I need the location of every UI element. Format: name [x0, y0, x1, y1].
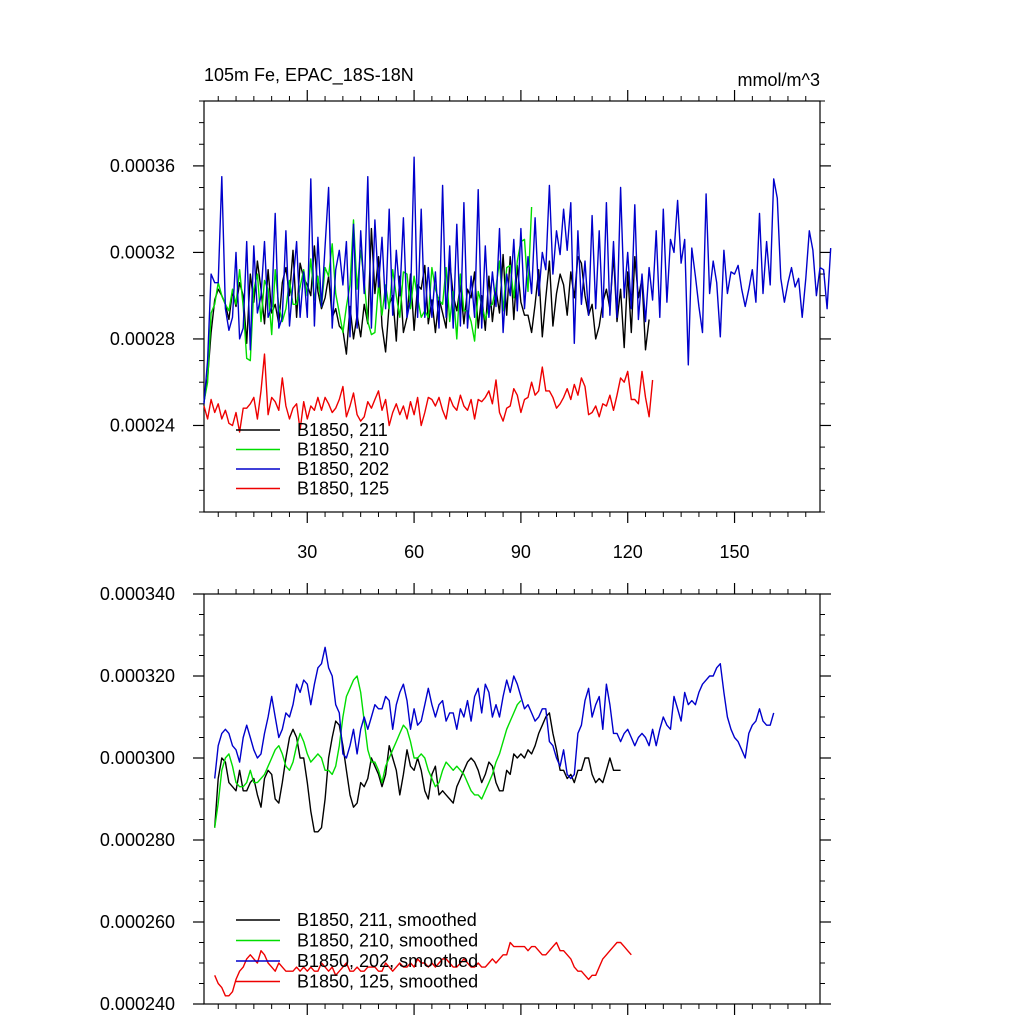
- y-tick-label: 0.000320: [100, 666, 175, 686]
- y-tick-label: 0.000280: [100, 830, 175, 850]
- series-line-1: [214, 675, 522, 828]
- y-tick-label: 0.000240: [100, 994, 175, 1014]
- y-tick-label: 0.000260: [100, 912, 175, 932]
- legend-label-0: B1850, 211, smoothed: [297, 910, 477, 930]
- x-tick-label: 30: [297, 542, 317, 562]
- series-line-1: [203, 206, 533, 402]
- x-tick-label: 150: [720, 542, 750, 562]
- top-panel-series: [203, 156, 832, 433]
- legend-label-1: B1850, 210: [297, 440, 389, 460]
- x-tick-label: 60: [404, 542, 424, 562]
- top-panel-units: mmol/m^3: [738, 70, 820, 90]
- legend-label-2: B1850, 202: [297, 459, 389, 479]
- legend-label-3: B1850, 125, smoothed: [297, 972, 478, 992]
- y-tick-label: 0.00032: [110, 242, 175, 262]
- legend-label-0: B1850, 211: [297, 420, 388, 440]
- series-line-2: [214, 646, 775, 780]
- legend-label-3: B1850, 125: [297, 479, 389, 499]
- bottom-panel: 0.000240 0.000260 0.000280 0.000300 0.000320…: [100, 583, 831, 1015]
- top-panel: 105m Fe, EPAC_18S-18N mmol/m^3 30 60 90 120…: [110, 65, 832, 562]
- y-tick-label: 0.000340: [100, 584, 175, 604]
- x-tick-label: 90: [511, 542, 531, 562]
- y-tick-label: 0.00028: [110, 329, 175, 349]
- bottom-panel-series: [214, 646, 775, 997]
- top-panel-ticks: 30 60 90 120 150 0.00024 0.00028 0.00032 0.00036: [110, 90, 831, 562]
- y-tick-label: 0.00024: [110, 415, 175, 435]
- series-line-2: [203, 156, 832, 404]
- legend-label-1: B1850, 210, smoothed: [297, 931, 478, 951]
- y-tick-label: 0.00036: [110, 156, 175, 176]
- legend-label-2: B1850, 202, smoothed: [297, 951, 478, 971]
- bottom-panel-ticks: 0.000240 0.000260 0.000280 0.000300 0.000320…: [100, 583, 831, 1015]
- x-tick-label: 120: [613, 542, 643, 562]
- y-tick-label: 0.000300: [100, 748, 175, 768]
- series-line-3: [214, 941, 632, 997]
- top-panel-title: 105m Fe, EPAC_18S-18N: [204, 65, 414, 86]
- series-line-3: [203, 353, 654, 433]
- top-panel-frame: [203, 100, 821, 513]
